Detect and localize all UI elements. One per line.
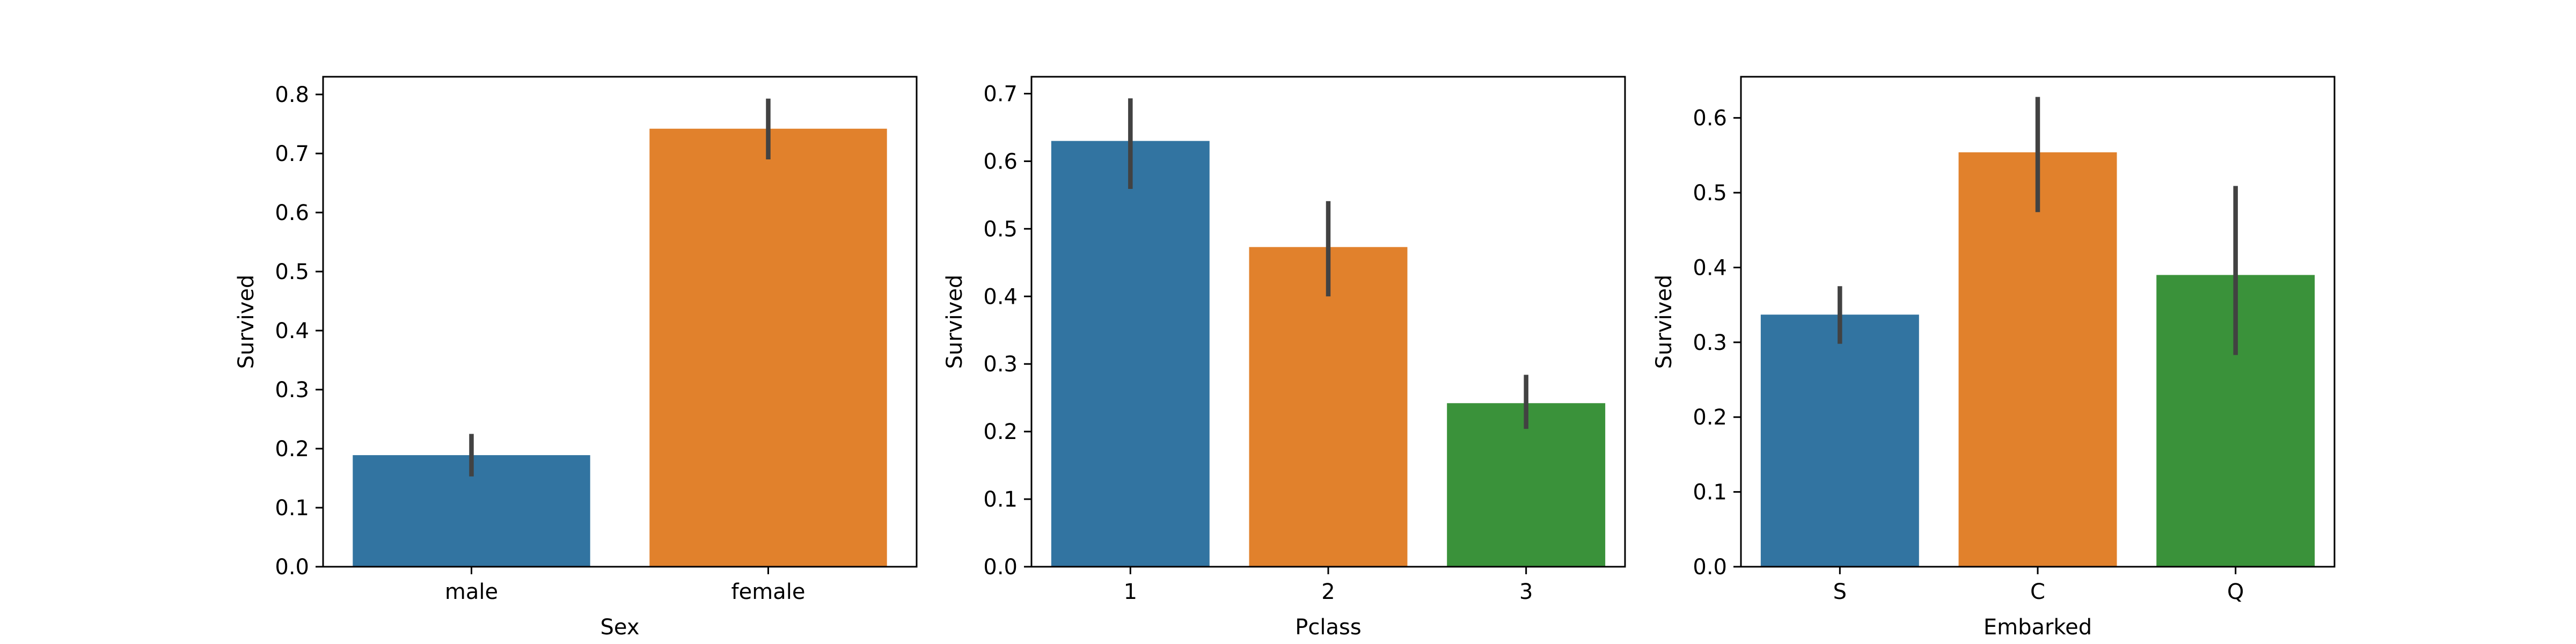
y-tick-label: 0.0 <box>983 555 1018 580</box>
y-tick-label: 0.2 <box>983 420 1018 444</box>
y-tick-label: 0.5 <box>275 260 309 284</box>
y-axis-label: Survived <box>1652 275 1677 369</box>
y-tick-label: 0.8 <box>275 83 309 107</box>
x-tick-label: male <box>445 580 498 604</box>
x-tick-label: female <box>731 580 806 604</box>
bar-2 <box>1249 247 1408 567</box>
axes-frame <box>322 76 918 568</box>
x-axis-label: Sex <box>601 615 640 640</box>
x-tick-label: 1 <box>1124 580 1137 604</box>
y-tick-label: 0.1 <box>1693 480 1727 505</box>
bar-c <box>1958 152 2117 567</box>
y-tick-label: 0.4 <box>275 319 309 343</box>
x-axis-label: Embarked <box>1984 615 2092 640</box>
y-tick-label: 0.4 <box>1693 255 1727 280</box>
bar-s <box>1760 314 1919 567</box>
bar-female <box>649 128 887 567</box>
y-tick-label: 0.0 <box>1693 555 1727 580</box>
y-tick-label: 0.7 <box>275 142 309 166</box>
y-tick-label: 0.5 <box>1693 181 1727 206</box>
y-tick-label: 0.2 <box>1693 405 1727 430</box>
y-tick-label: 0.3 <box>1693 331 1727 355</box>
bar-3 <box>1447 403 1606 567</box>
y-tick-label: 0.6 <box>983 149 1018 174</box>
y-tick-label: 0.6 <box>1693 106 1727 131</box>
x-tick-label: 2 <box>1321 580 1335 604</box>
y-axis-label: Survived <box>234 275 259 369</box>
chart-panel-3: 0.0 0.1 0.2 0.3 0.4 0.5 0.6 S C Q Embarked Survived <box>1652 76 2336 640</box>
y-tick-label: 0.5 <box>983 217 1018 241</box>
y-tick-label: 0.1 <box>275 496 309 521</box>
y-tick-label: 0.1 <box>983 487 1018 512</box>
x-tick-label: S <box>1833 580 1847 604</box>
y-tick-label: 0.7 <box>983 82 1018 106</box>
bar-1 <box>1051 141 1210 567</box>
y-axis-label: Survived <box>942 275 967 369</box>
x-axis-label: Pclass <box>1295 615 1361 640</box>
x-tick-label: 3 <box>1519 580 1533 604</box>
x-tick-label: C <box>2030 580 2045 604</box>
y-tick-label: 0.4 <box>983 284 1018 309</box>
y-tick-label: 0.3 <box>983 352 1018 377</box>
x-tick-label: Q <box>2227 580 2244 604</box>
y-tick-label: 0.3 <box>275 378 309 402</box>
y-tick-label: 0.0 <box>275 555 309 580</box>
chart-panel-2: 0.0 0.1 0.2 0.3 0.4 0.5 0.6 0.7 1 2 3 Pclass Survive… <box>942 76 1626 640</box>
chart-panel-1: 0.0 0.1 0.2 0.3 0.4 0.5 0.6 0.7 0.8 male female Sex… <box>234 76 918 640</box>
y-tick-label: 0.2 <box>275 437 309 462</box>
y-tick-label: 0.6 <box>275 201 309 225</box>
